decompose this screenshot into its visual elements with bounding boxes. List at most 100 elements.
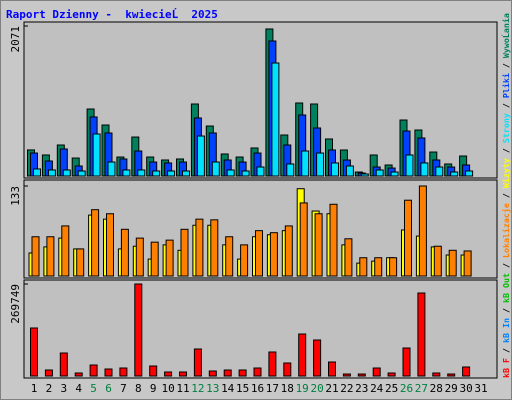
bar <box>405 154 414 177</box>
bar <box>179 371 187 377</box>
legend: kB F / kB In / kB Out / Lokalizacje / Wi… <box>500 13 511 378</box>
bar <box>417 292 426 377</box>
x-tick-label: 20 <box>310 382 323 395</box>
x-tick-label: 26 <box>400 382 413 395</box>
bar <box>255 230 263 277</box>
bar <box>316 152 325 177</box>
legend-entry: kB In <box>501 318 511 343</box>
legend-separator: / <box>501 58 511 73</box>
bar <box>331 162 339 177</box>
x-tick-label: 8 <box>135 382 142 395</box>
bar <box>119 367 128 377</box>
bar <box>208 370 217 377</box>
bar <box>195 218 204 277</box>
x-tick-label: 9 <box>150 382 157 395</box>
bar <box>223 369 232 377</box>
legend-separator: / <box>501 258 511 273</box>
bar <box>253 367 262 377</box>
bar <box>149 365 158 377</box>
bar <box>375 169 384 177</box>
legend-entry: WywoĹania <box>500 13 511 58</box>
bar <box>418 185 427 277</box>
bar <box>92 133 101 177</box>
bar <box>225 236 234 277</box>
bar <box>30 327 38 377</box>
bar <box>77 170 86 177</box>
chart-title: Raport Dzienny - kwiecieĹ 2025 <box>6 8 218 21</box>
bar <box>342 373 351 377</box>
bar <box>432 372 441 377</box>
bar <box>46 236 55 277</box>
bar <box>193 348 202 377</box>
x-tick-label: 21 <box>325 382 338 395</box>
bar <box>271 62 280 177</box>
y-axis-max-label: 133 <box>9 186 22 206</box>
bar <box>345 165 354 177</box>
legend-separator: / <box>501 98 511 113</box>
legend-entry: Lokalizacje <box>501 203 511 258</box>
legend-entry: kB Out <box>501 273 511 303</box>
bar <box>450 171 459 177</box>
bar <box>404 199 412 277</box>
bar <box>462 366 471 377</box>
x-tick-label: 7 <box>120 382 127 395</box>
bar <box>152 170 161 177</box>
x-tick-label: 30 <box>459 382 472 395</box>
bar <box>402 347 411 377</box>
bar <box>240 244 249 277</box>
x-tick-label: 1 <box>31 382 38 395</box>
bar <box>89 364 98 377</box>
legend-separator: / <box>501 303 511 318</box>
bar <box>387 372 396 377</box>
bar <box>196 135 205 177</box>
bar <box>298 333 307 377</box>
legend-entry: Pliki <box>501 73 511 98</box>
x-tick-label: 13 <box>206 382 219 395</box>
bar <box>374 257 383 277</box>
bar <box>106 213 114 277</box>
legend-separator: / <box>501 143 511 158</box>
x-tick-label: 19 <box>296 382 309 395</box>
x-tick-label: 22 <box>340 382 353 395</box>
bar <box>284 225 293 277</box>
bar <box>180 228 189 277</box>
y-axis-max-label: 269749 <box>9 284 22 324</box>
bar <box>314 213 323 277</box>
bar <box>301 150 310 177</box>
x-tick-label: 29 <box>445 382 458 395</box>
bar <box>210 219 219 277</box>
bar <box>226 169 235 177</box>
legend-separator: / <box>501 188 511 203</box>
bar <box>182 170 190 177</box>
x-tick-label: 12 <box>191 382 204 395</box>
bar <box>344 238 353 277</box>
legend-entry: kB F <box>501 358 511 378</box>
bar <box>283 362 292 377</box>
bar <box>150 241 159 277</box>
bar <box>313 339 322 377</box>
bar <box>256 166 265 177</box>
bar <box>107 161 116 177</box>
x-tick-label: 3 <box>60 382 67 395</box>
bar <box>137 169 146 177</box>
bar <box>268 351 277 377</box>
x-tick-label: 6 <box>105 382 112 395</box>
legend-entry: Wizyty <box>501 158 511 188</box>
bar <box>135 237 144 277</box>
bar <box>91 209 100 277</box>
x-tick-label: 14 <box>221 382 235 395</box>
x-tick-label: 11 <box>176 382 189 395</box>
x-tick-label: 28 <box>430 382 443 395</box>
bar <box>390 171 399 177</box>
y-axis-max-label: 2071 <box>9 26 22 53</box>
bar <box>359 257 368 277</box>
bar <box>165 239 174 277</box>
bar <box>448 249 457 277</box>
panel <box>23 279 498 379</box>
bar <box>61 225 70 277</box>
bar <box>420 162 429 177</box>
bar <box>164 371 173 377</box>
x-tick-label: 16 <box>251 382 264 395</box>
bar <box>463 250 472 277</box>
